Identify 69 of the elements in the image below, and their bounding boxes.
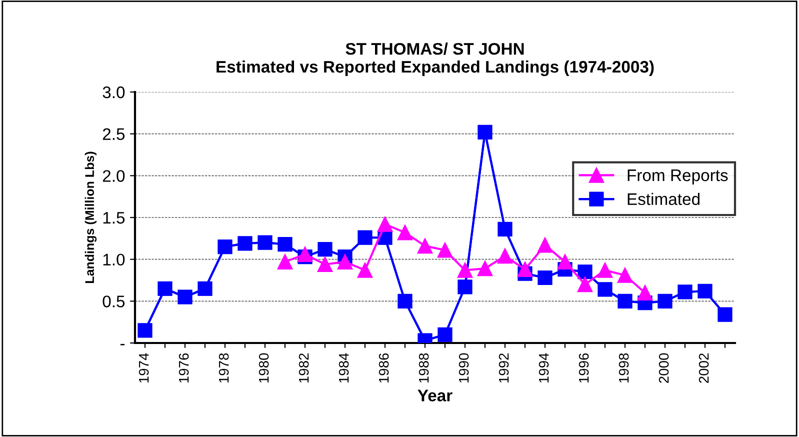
point: [198, 281, 212, 296]
point: [538, 270, 552, 286]
point: [577, 276, 593, 292]
point: [517, 262, 533, 278]
point: [417, 238, 433, 254]
y-tick-label: 2.5: [102, 128, 125, 140]
x-tick-label: 1996: [578, 353, 589, 383]
point: [678, 284, 692, 300]
y-tick-label: 0.5: [102, 296, 125, 308]
point: [258, 235, 272, 250]
point: [277, 254, 293, 270]
point: [318, 242, 332, 257]
x-tick-label: 1988: [418, 353, 429, 383]
x-tick-label: 1990: [458, 353, 469, 383]
point: [617, 268, 633, 283]
y-tick-label: 1.5: [103, 212, 125, 224]
legend-label: Estimated: [628, 192, 700, 206]
point: [598, 282, 612, 297]
point: [377, 216, 393, 232]
point: [437, 242, 453, 258]
x-tick-label: 1986: [378, 353, 389, 383]
x-tick-label: 1994: [538, 353, 549, 383]
x-tick-label: 1978: [218, 353, 229, 383]
point: [178, 290, 192, 304]
point: [658, 294, 672, 308]
point: [218, 239, 232, 254]
point: [597, 262, 613, 278]
point: [297, 246, 313, 262]
x-tick-label: 1974: [138, 353, 149, 383]
y-axis-title: Landings (Million Lbs): [84, 152, 97, 283]
legend-label: From Reports: [628, 170, 728, 184]
y-tick-label: 3.0: [102, 86, 125, 98]
x-tick-label: 1982: [298, 353, 309, 383]
x-tick-label: 1980: [258, 353, 269, 383]
x-tick-label: 2000: [658, 353, 669, 383]
point: [317, 256, 333, 272]
y-tick-label: 1.0: [103, 254, 125, 266]
point: [438, 327, 452, 342]
point: [698, 284, 712, 298]
x-axis-title: Year: [418, 390, 452, 402]
point: [357, 262, 373, 278]
point: [537, 237, 553, 253]
point: [398, 294, 412, 308]
point: [278, 236, 292, 252]
point: [477, 260, 493, 276]
point: [138, 323, 152, 338]
point: [238, 236, 252, 251]
chart-title: ST THOMAS/ ST JOHN Estimated vs Reported Expanded Landings (1974-2003): [216, 42, 654, 76]
point: [457, 262, 473, 278]
point: [358, 230, 372, 245]
x-tick-label: 1992: [498, 353, 509, 383]
point: [557, 254, 573, 270]
point: [618, 294, 632, 308]
point: [497, 248, 513, 264]
x-tick-label: 1984: [338, 353, 349, 383]
point: [158, 281, 172, 296]
point: [498, 222, 512, 237]
point: [337, 254, 353, 270]
point: [718, 307, 732, 322]
y-tick-label: 2.0: [102, 170, 125, 182]
x-tick-label: 2002: [698, 353, 709, 383]
point: [637, 285, 653, 300]
x-tick-label: 1998: [618, 353, 629, 383]
y-tick-label: -: [120, 344, 125, 346]
point: [478, 124, 492, 140]
point: [458, 280, 472, 294]
x-tick-label: 1976: [178, 353, 189, 383]
point: [397, 224, 413, 240]
point: [578, 264, 592, 280]
